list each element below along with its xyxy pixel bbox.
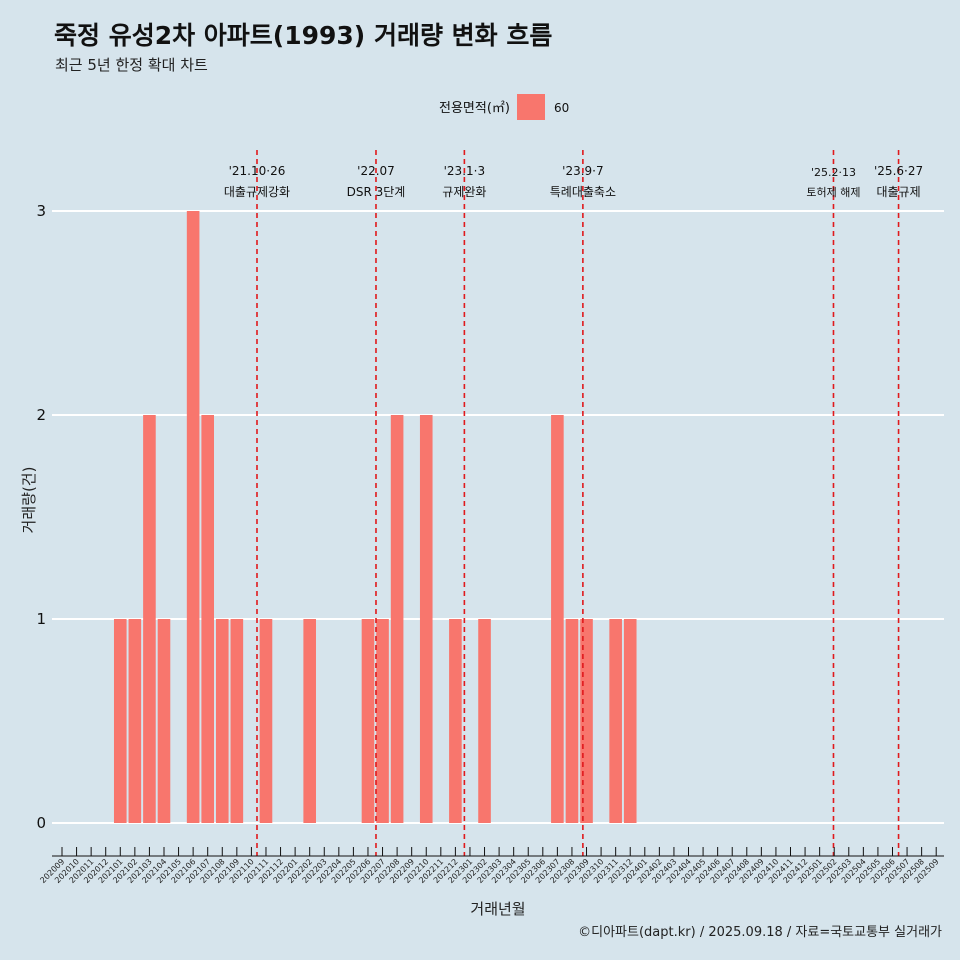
bar	[143, 415, 156, 823]
event-date-label: '21.10·26	[229, 164, 286, 178]
bar	[215, 619, 229, 823]
bar	[376, 619, 389, 823]
bar	[551, 415, 564, 823]
bar	[609, 619, 622, 823]
bar	[230, 619, 244, 823]
bar	[113, 619, 127, 823]
bar	[186, 211, 200, 823]
legend-swatch	[517, 94, 545, 120]
y-tick-label: 2	[36, 406, 46, 424]
y-axis: 0 1 2 3	[36, 202, 46, 832]
legend-entry: 60	[554, 101, 569, 115]
source-caption: ©디아파트(dapt.kr) / 2025.09.18 / 자료=국토교통부 실…	[578, 925, 942, 940]
bar	[303, 619, 316, 823]
event-label: 대출규제강화	[224, 185, 290, 199]
y-axis-title: 거래량(건)	[20, 467, 38, 534]
chart-subtitle: 최근 5년 한정 확대 차트	[55, 56, 208, 74]
legend: 전용면적(㎡) 60	[439, 94, 569, 120]
x-axis: 2020092020102020112020122021012021022021…	[38, 847, 944, 885]
event-label: 특례대출축소	[550, 185, 616, 199]
event-date-label: '25.2·13	[811, 166, 856, 179]
chart-title: 죽정 유성2차 아파트(1993) 거래량 변화 흐름	[54, 21, 553, 50]
y-tick-label: 1	[36, 610, 46, 628]
bars	[113, 211, 637, 823]
bar	[478, 619, 491, 823]
bar	[259, 619, 273, 823]
bar	[419, 415, 433, 823]
event-label: 규제완화	[442, 185, 486, 199]
event-date-label: '23.1·3	[444, 164, 485, 178]
event-label: 토허제 해제	[806, 185, 860, 199]
bar	[565, 619, 579, 823]
bar	[449, 619, 462, 823]
bar	[390, 415, 404, 823]
bar	[157, 619, 171, 823]
event-label: 대출규제	[876, 185, 920, 199]
bar	[201, 415, 214, 823]
y-tick-label: 3	[36, 202, 46, 220]
legend-title: 전용면적(㎡)	[439, 101, 510, 116]
grid-lines	[52, 210, 944, 824]
bar	[361, 619, 375, 823]
event-date-label: '23.9·7	[562, 164, 603, 178]
bar	[623, 619, 637, 823]
x-axis-title: 거래년월	[470, 900, 525, 918]
event-lines: '21.10·26 대출규제강화 '22.07 DSR 3단계 '23.1·3 규제완화 '…	[224, 150, 923, 856]
event-date-label: '25.6·27	[874, 164, 923, 178]
event-label: DSR 3단계	[347, 185, 406, 199]
y-tick-label: 0	[36, 814, 46, 832]
bar	[128, 619, 142, 823]
event-date-label: '22.07	[357, 164, 395, 178]
